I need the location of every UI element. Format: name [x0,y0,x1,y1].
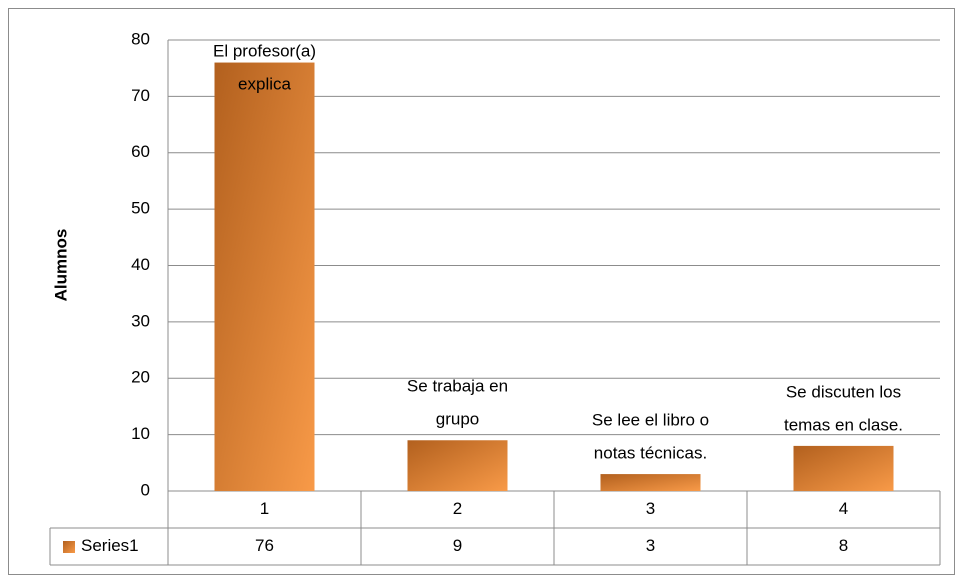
bar-label: temas en clase. [784,415,903,434]
bar [407,440,508,491]
y-tick-label: 50 [131,199,150,218]
bar-label: notas técnicas. [594,444,707,463]
y-tick-label: 0 [141,480,150,499]
bar-label: grupo [436,410,479,429]
bar-label: Se lee el libro o [592,411,709,430]
table-value: 9 [453,536,462,555]
bar-label: explica [238,74,291,93]
bar [214,62,315,492]
bar-label: Se discuten los [786,382,901,401]
x-tick-label: 4 [839,499,848,518]
bar [793,445,894,491]
legend-label: Series1 [81,536,139,555]
y-tick-label: 20 [131,368,150,387]
bar-label: Se trabaja en [407,377,508,396]
legend-swatch [63,541,75,553]
y-axis-label: Alumnos [51,229,70,302]
x-tick-label: 2 [453,499,462,518]
table-value: 8 [839,536,848,555]
x-tick-label: 1 [260,499,269,518]
y-tick-label: 60 [131,142,150,161]
bar-label: El profesor(a) [213,41,316,60]
y-tick-label: 80 [131,29,150,48]
y-tick-label: 40 [131,255,150,274]
y-tick-label: 10 [131,424,150,443]
y-tick-label: 30 [131,311,150,330]
table-value: 76 [255,536,274,555]
bar [600,474,701,491]
x-tick-label: 3 [646,499,655,518]
table-value: 3 [646,536,655,555]
y-tick-label: 70 [131,86,150,105]
